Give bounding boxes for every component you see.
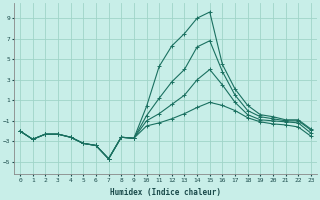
X-axis label: Humidex (Indice chaleur): Humidex (Indice chaleur) [110, 188, 221, 197]
